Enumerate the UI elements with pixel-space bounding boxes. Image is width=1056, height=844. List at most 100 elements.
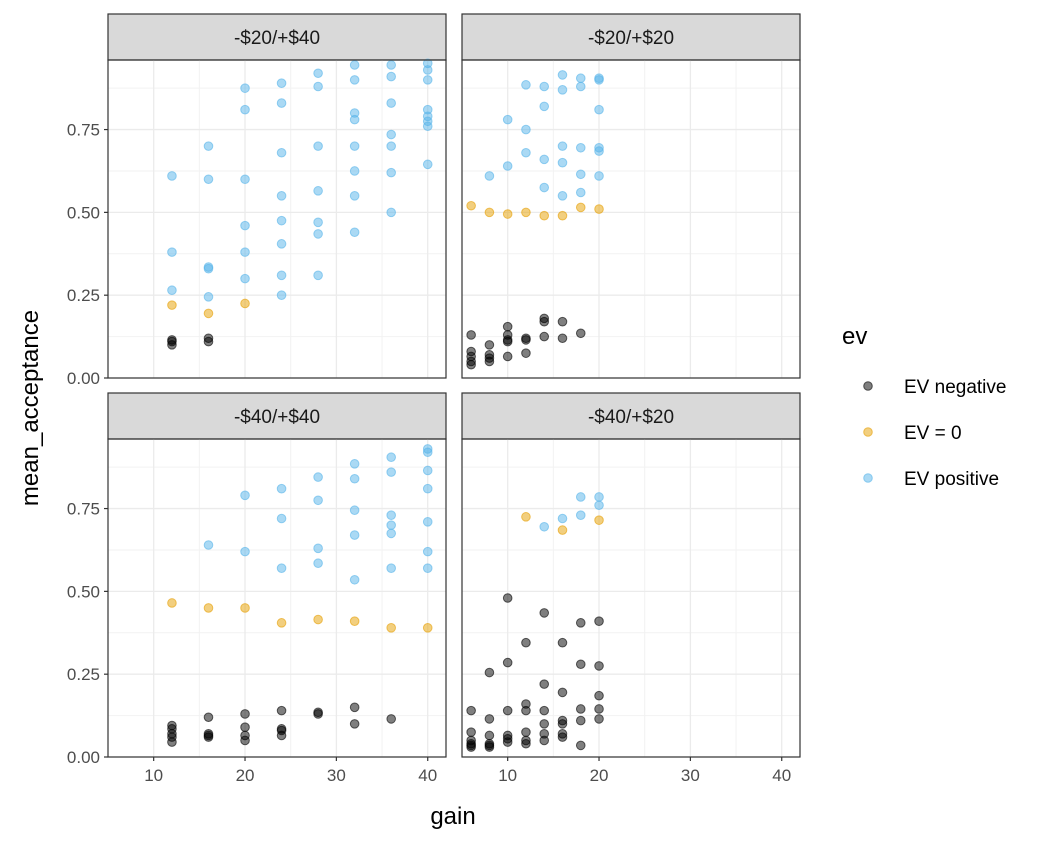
y-axis-title: mean_acceptance [17,310,44,506]
shared-axes: mean_acceptance gain [17,310,476,830]
x-tick-label: 30 [327,766,346,785]
data-point [349,166,360,176]
data-point [240,83,250,93]
data-point [349,574,360,585]
data-point [386,467,396,477]
data-point [594,704,604,714]
facet-strip [107,392,447,440]
data-point [539,101,550,112]
facet-strip-label: -$40/+$40 [234,407,320,428]
data-point [466,742,476,752]
data-point [502,705,513,716]
data-point [539,719,550,729]
data-point [466,330,476,340]
series-ev-negative [167,702,396,747]
data-point [313,614,323,625]
data-point [594,204,604,214]
data-point [484,340,495,350]
data-point [422,546,433,557]
y-tick-label: 0.50 [67,582,100,601]
data-point [557,85,568,95]
data-point [422,159,433,170]
panel-40-40: -$40/+$40 0.00 0.25 0.50 0.75 10 20 30 40 [67,392,447,785]
legend-title: ev [842,323,867,350]
data-point [276,730,287,741]
data-point [313,229,323,239]
data-point [422,465,433,476]
panel-points [167,58,433,350]
data-point [349,530,360,540]
data-point [521,80,531,90]
legend-key [863,381,873,391]
data-point [575,492,586,502]
data-point [575,202,586,213]
data-point [167,171,177,181]
data-point [276,98,287,108]
facet-strip-label: -$20/+$20 [588,28,674,49]
data-point [575,142,586,153]
legend-label: EV negative [904,377,1006,398]
data-point [203,292,214,302]
data-point [349,505,360,516]
data-point [557,333,568,344]
data-point [484,742,495,752]
data-point [557,732,568,742]
data-point [240,490,250,501]
legend-item-ev-0: EV = 0 [863,423,962,444]
x-tick-label: 10 [498,766,517,785]
data-point [521,727,531,737]
data-point [594,75,604,85]
data-point [203,603,214,613]
data-point [484,171,495,181]
data-point [276,239,287,249]
series-ev-positive [203,444,433,585]
data-point [594,515,604,525]
data-point [349,191,360,201]
data-point [276,563,287,573]
data-point [349,702,360,713]
data-point [521,637,531,648]
data-point [557,210,568,221]
data-point [502,161,513,171]
data-point [575,715,586,726]
legend: ev EV negative EV = 0 EV positive [842,323,1006,490]
series-ev-negative [466,593,604,752]
data-point [575,618,586,628]
data-point [521,207,531,218]
data-point [521,147,531,158]
data-point [594,500,604,511]
data-point [539,331,550,342]
data-point [502,321,513,332]
data-point [594,104,604,115]
facet-strip-label: -$40/+$20 [588,407,674,428]
data-point [575,328,586,339]
data-point [203,540,214,550]
data-point [240,298,250,309]
data-point [594,146,604,156]
data-point [466,705,476,716]
data-point [466,727,476,737]
data-point [557,157,568,168]
data-point [349,227,360,238]
data-point [240,174,250,185]
data-point [575,73,586,84]
data-point [422,75,433,85]
data-point [313,186,323,196]
data-point [557,687,568,698]
series-ev-0 [466,200,604,221]
y-tick-label: 0.00 [67,369,100,388]
data-point [557,316,568,327]
data-point [276,215,287,226]
data-point [167,737,177,747]
data-point [167,285,177,296]
data-point [313,141,323,151]
data-point [386,207,396,218]
data-point [240,273,250,284]
data-point [313,558,323,569]
data-point [502,657,513,668]
x-tick-label: 40 [418,766,437,785]
data-point [521,348,531,358]
facet-strip [461,13,801,61]
data-point [276,78,287,88]
data-point [484,730,495,741]
